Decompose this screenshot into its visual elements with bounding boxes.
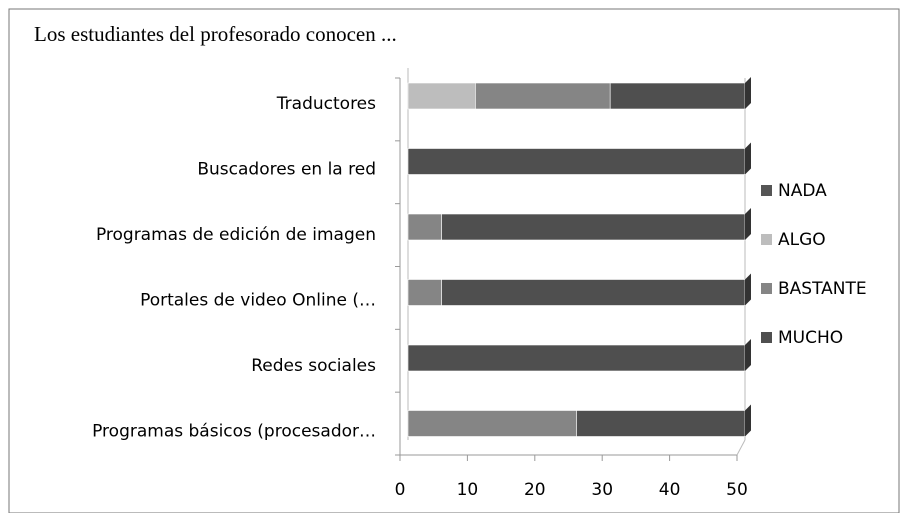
bar-side <box>745 77 751 109</box>
bar <box>609 82 746 110</box>
x-tick-label: 10 <box>457 480 479 500</box>
bar <box>407 213 443 241</box>
legend-swatch <box>761 234 772 245</box>
bar-side <box>745 273 751 306</box>
bar <box>407 148 746 175</box>
bar <box>475 82 611 110</box>
legend-swatch <box>761 283 772 294</box>
legend-label: MUCHO <box>778 328 843 348</box>
legend-label: BASTANTE <box>778 279 867 299</box>
bar <box>576 410 746 437</box>
bar-side <box>745 208 751 240</box>
legend-swatch <box>761 185 772 196</box>
legend-label: ALGO <box>778 230 826 250</box>
x-tick-label: 40 <box>659 480 681 500</box>
chart-title: Los estudiantes del profesorado conocen … <box>34 22 397 46</box>
legend-swatch <box>761 332 772 343</box>
legend-label: NADA <box>778 181 827 201</box>
y-tick-label: Portales de video Online (… <box>140 291 376 311</box>
bar-side <box>745 339 751 371</box>
y-tick-label: Traductores <box>276 94 376 114</box>
y-tick-label: Programas de edición de imagen <box>96 225 376 245</box>
bar <box>441 279 746 306</box>
x-tick-label: 20 <box>524 480 546 500</box>
bar <box>407 410 577 437</box>
y-tick-label: Programas básicos (procesador… <box>92 422 376 442</box>
x-tick-label: 0 <box>395 480 406 500</box>
bar <box>407 344 746 372</box>
y-tick-label: Buscadores en la red <box>197 160 376 180</box>
x-tick-label: 50 <box>726 480 748 500</box>
bar-side <box>745 142 751 175</box>
x-tick-label: 30 <box>591 480 613 500</box>
bar <box>407 82 476 110</box>
bar-side <box>745 404 751 437</box>
axis-line <box>736 439 746 456</box>
y-tick-label: Redes sociales <box>251 356 376 376</box>
bar <box>441 213 746 241</box>
bar <box>407 279 443 306</box>
